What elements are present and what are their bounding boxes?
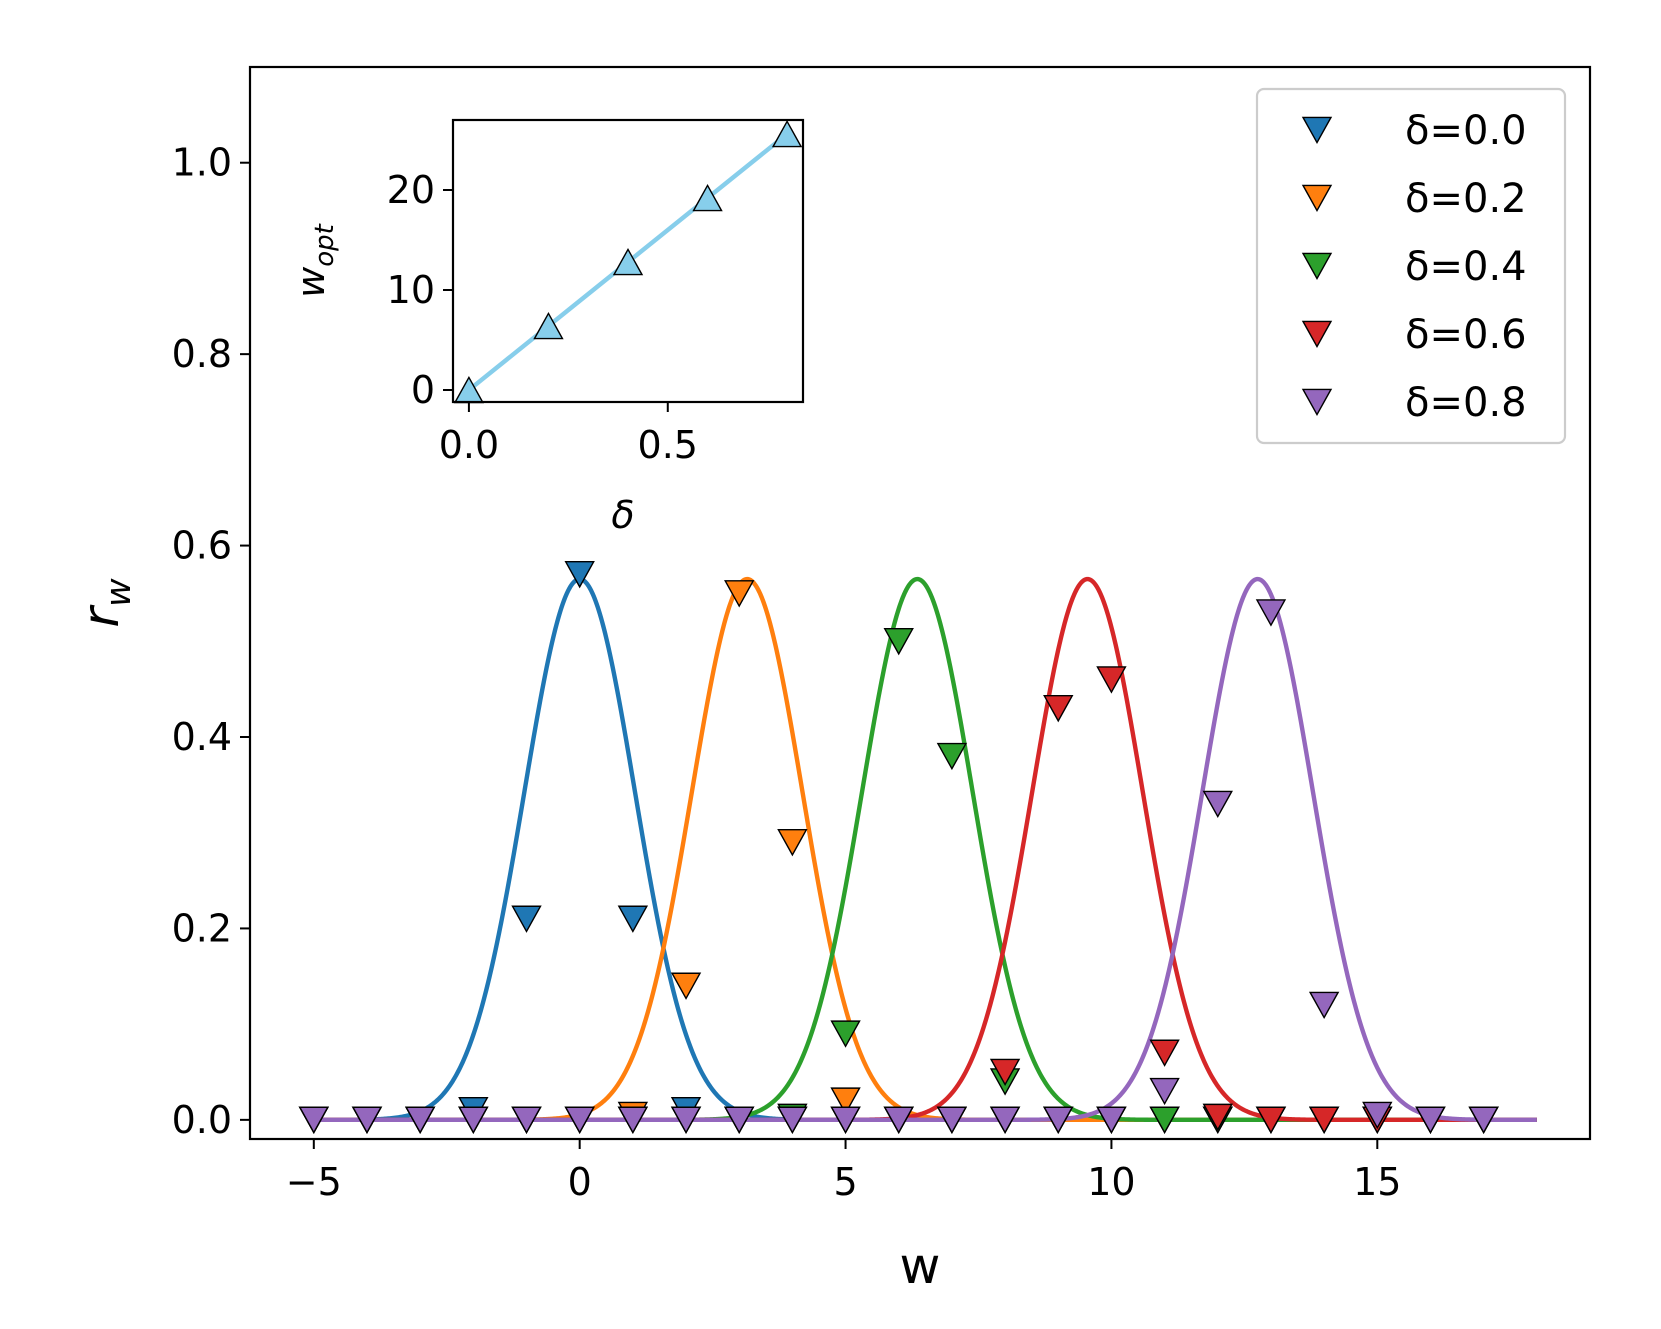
y-tick-label: 1.0 [172,141,232,185]
data-point-marker [564,1106,595,1134]
data-point-marker [1043,694,1074,723]
data-point-marker [883,1106,914,1134]
y-tick-label: 0.2 [172,906,232,950]
data-point-marker [989,1058,1021,1087]
x-tick-label: 5 [833,1160,857,1204]
data-point-marker [351,1106,383,1134]
data-point-marker [830,1087,861,1115]
data-point-marker [1308,1106,1340,1134]
data-point-marker [1149,1106,1180,1134]
data-point-marker [1255,1106,1287,1134]
legend-marker [1301,252,1333,281]
inset-y-axis-ticks: 0 10 20 [387,168,453,412]
inset-data-point-marker [612,247,644,276]
legend-box [1255,87,1567,445]
inset-x-tick-label: 0.0 [439,423,499,467]
data-point-marker [936,742,968,771]
data-point-marker [1202,790,1233,819]
data-point-marker [1149,1077,1180,1106]
legend-marker [1301,116,1333,145]
inset-y-tick-label: 20 [387,168,435,212]
legend-label: δ=0.8 [1405,380,1527,426]
y-tick-label: 0.0 [172,1098,232,1142]
curves-layer [312,576,1538,1123]
data-point-marker [511,1106,542,1134]
data-point-marker [777,1106,808,1134]
x-tick-label: 10 [1087,1160,1135,1204]
markers-layer [298,560,1499,1134]
data-point-marker [777,828,808,857]
legend-label: δ=0.2 [1405,176,1527,222]
data-point-marker [1415,1106,1446,1134]
main-plot: −5 0 5 10 15 0.0 0.2 0.4 0.6 0.8 1.0 w rw [72,65,1592,1295]
data-point-marker [458,1106,489,1134]
inset-x-tick-label: 0.5 [638,423,698,467]
y-tick-label: 0.6 [172,524,232,568]
data-point-marker [511,905,542,933]
data-point-marker [1043,1106,1074,1134]
data-point-marker [617,1106,649,1134]
inset-x-axis-ticks: 0.0 0.5 [439,402,698,467]
main-axes-frame [248,65,1592,1141]
x-axis-label: w [900,1237,941,1295]
data-point-marker [830,1106,861,1134]
data-point-marker [1468,1106,1499,1134]
data-point-marker [724,580,755,608]
inset-plot: 0.0 0.5 0 10 20 δ wopt [289,118,805,537]
legend: δ=0.0 δ=0.2 δ=0.4 δ=0.6 δ=0.8 [1255,87,1567,445]
data-point-marker [989,1106,1021,1134]
legend-entries: δ=0.0 δ=0.2 δ=0.4 δ=0.6 δ=0.8 [1301,108,1527,426]
data-point-marker [936,1106,968,1134]
inset-data-point-marker [771,119,803,148]
inset-y-tick-label: 10 [387,268,435,312]
legend-marker [1301,388,1333,417]
data-point-marker [724,1106,755,1134]
x-tick-label: −5 [286,1160,342,1204]
legend-marker [1301,320,1333,349]
y-axis-label: rw [72,578,139,628]
data-point-marker [1308,991,1340,1020]
data-point-marker [670,1106,702,1134]
inset-y-tick-label: 0 [411,368,435,412]
inset-data-point-marker [692,183,723,212]
data-point-marker [1096,1106,1127,1134]
data-point-marker [404,1106,436,1134]
data-point-marker [617,905,649,933]
series-line [312,576,1538,1123]
legend-label: δ=0.6 [1405,312,1527,358]
x-tick-label: 0 [568,1160,592,1204]
x-axis-ticks: −5 0 5 10 15 [286,1139,1401,1204]
data-point-marker [883,627,914,656]
y-tick-label: 0.4 [172,715,232,759]
legend-label: δ=0.4 [1405,244,1527,290]
data-point-marker [1255,599,1287,627]
data-point-marker [1202,1103,1233,1132]
data-point-marker [830,1020,861,1048]
y-axis-ticks: 0.0 0.2 0.4 0.6 0.8 1.0 [172,141,250,1142]
data-point-marker [670,972,702,1000]
inset-data-point-marker [533,311,564,340]
data-point-marker [298,1106,329,1134]
inset-axes-frame [451,118,805,404]
legend-label: δ=0.0 [1405,108,1527,154]
inset-x-axis-label: δ [611,493,634,537]
legend-marker [1301,184,1333,213]
y-tick-label: 0.8 [172,332,232,376]
data-point-marker [564,560,595,589]
data-point-marker [1362,1101,1393,1130]
data-point-marker [1149,1039,1180,1067]
inset-y-axis-label: wopt [289,223,340,298]
x-tick-label: 15 [1353,1160,1401,1204]
data-point-marker [1096,666,1127,694]
